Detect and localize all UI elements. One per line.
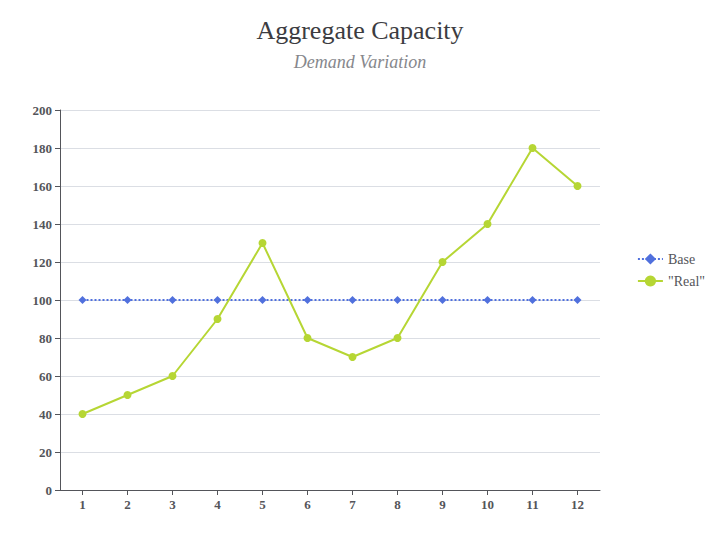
svg-text:120: 120 xyxy=(33,255,53,270)
svg-text:1: 1 xyxy=(79,497,86,512)
svg-text:11: 11 xyxy=(526,497,538,512)
svg-text:10: 10 xyxy=(481,497,494,512)
svg-text:8: 8 xyxy=(394,497,401,512)
svg-text:Base: Base xyxy=(668,252,695,267)
svg-text:3: 3 xyxy=(169,497,176,512)
svg-text:80: 80 xyxy=(39,331,52,346)
svg-text:Aggregate Capacity: Aggregate Capacity xyxy=(256,16,463,45)
svg-text:4: 4 xyxy=(214,497,221,512)
svg-text:9: 9 xyxy=(439,497,446,512)
svg-text:12: 12 xyxy=(571,497,584,512)
svg-text:6: 6 xyxy=(304,497,311,512)
svg-text:7: 7 xyxy=(349,497,356,512)
svg-text:200: 200 xyxy=(33,103,53,118)
svg-text:2: 2 xyxy=(124,497,131,512)
svg-text:0: 0 xyxy=(46,483,53,498)
svg-text:140: 140 xyxy=(33,217,53,232)
svg-text:180: 180 xyxy=(33,141,53,156)
svg-text:Demand Variation: Demand Variation xyxy=(293,52,427,72)
svg-text:100: 100 xyxy=(33,293,53,308)
svg-text:60: 60 xyxy=(39,369,52,384)
svg-text:40: 40 xyxy=(39,407,52,422)
svg-text:"Real": "Real" xyxy=(668,274,705,289)
svg-text:160: 160 xyxy=(33,179,53,194)
svg-text:5: 5 xyxy=(259,497,266,512)
svg-text:20: 20 xyxy=(39,445,52,460)
